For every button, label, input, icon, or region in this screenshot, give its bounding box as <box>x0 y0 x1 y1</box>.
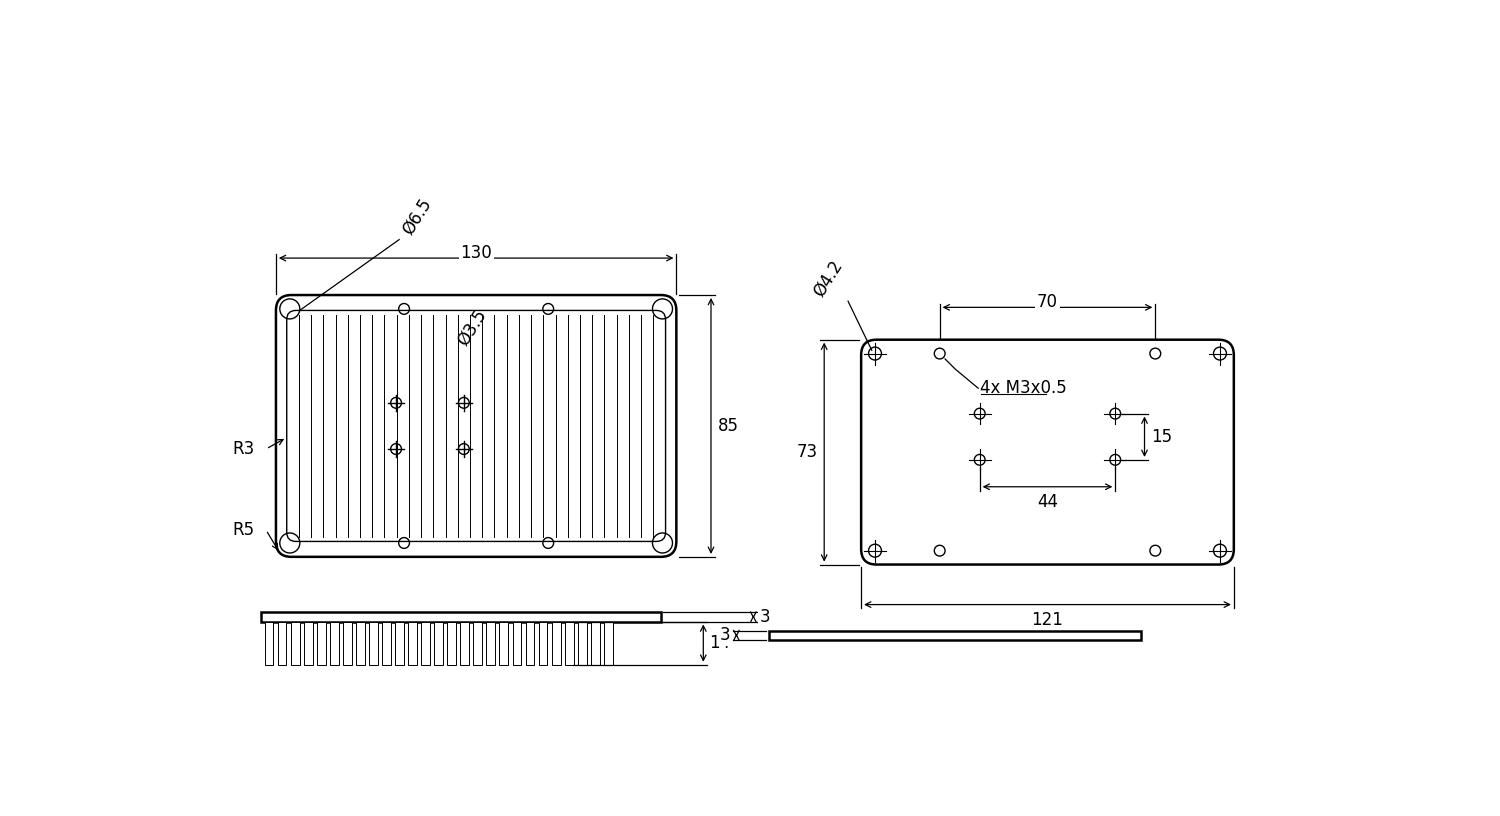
Text: 14: 14 <box>710 634 730 652</box>
Bar <box>460 622 470 665</box>
Bar <box>552 622 561 665</box>
Text: 85: 85 <box>718 417 740 435</box>
Bar <box>303 622 312 665</box>
Bar <box>591 622 600 665</box>
Bar <box>382 622 392 665</box>
Bar <box>604 622 612 665</box>
Text: 121: 121 <box>1032 610 1064 629</box>
Bar <box>474 622 482 665</box>
Bar <box>564 622 573 665</box>
Bar <box>356 622 364 665</box>
Bar <box>394 622 404 665</box>
Bar <box>768 631 1142 640</box>
Bar <box>408 622 417 665</box>
Text: 44: 44 <box>1036 493 1058 511</box>
Text: 70: 70 <box>1036 293 1058 311</box>
Text: Ø3.5: Ø3.5 <box>454 306 490 349</box>
Bar <box>330 622 339 665</box>
Bar <box>278 622 286 665</box>
Bar <box>433 622 442 665</box>
Bar <box>500 622 508 665</box>
Text: 3: 3 <box>720 627 730 645</box>
Text: R5: R5 <box>232 521 255 539</box>
FancyBboxPatch shape <box>861 339 1234 565</box>
Text: Ø4.2: Ø4.2 <box>810 257 846 299</box>
Bar <box>291 622 300 665</box>
Bar <box>369 622 378 665</box>
FancyBboxPatch shape <box>286 310 666 542</box>
Text: 15: 15 <box>1150 428 1172 446</box>
Text: R3: R3 <box>232 440 255 458</box>
Bar <box>422 622 430 665</box>
Bar <box>261 612 662 622</box>
Bar <box>264 622 273 665</box>
Bar <box>316 622 326 665</box>
Bar <box>344 622 351 665</box>
Text: 3: 3 <box>759 608 770 626</box>
Bar <box>486 622 495 665</box>
Text: 73: 73 <box>796 443 818 461</box>
Bar <box>538 622 548 665</box>
Bar <box>578 622 586 665</box>
Text: 130: 130 <box>460 244 492 262</box>
Bar <box>447 622 456 665</box>
FancyBboxPatch shape <box>276 295 676 557</box>
Bar <box>513 622 522 665</box>
Text: 4x M3x0.5: 4x M3x0.5 <box>981 379 1068 397</box>
Text: Ø6.5: Ø6.5 <box>399 195 435 238</box>
Bar <box>525 622 534 665</box>
